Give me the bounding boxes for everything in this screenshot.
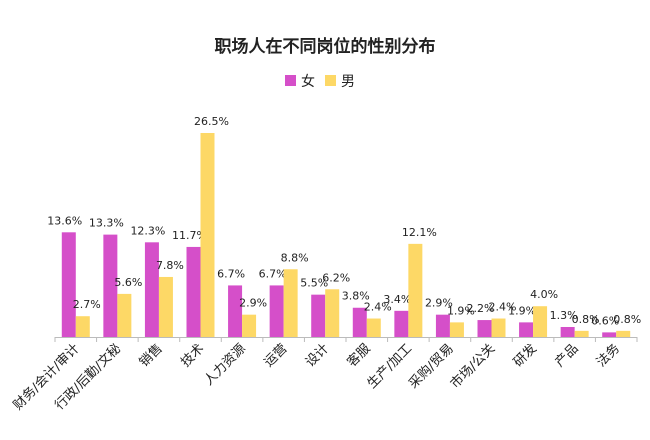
x-tick-label: 运营 — [261, 341, 290, 370]
data-label: 0.8% — [613, 313, 641, 326]
data-label: 4.0% — [530, 288, 558, 301]
data-label: 12.3% — [130, 224, 165, 237]
bar-male — [491, 318, 506, 337]
data-label: 2.4% — [364, 301, 392, 314]
x-tick-label: 产品 — [552, 341, 581, 370]
data-label: 7.8% — [156, 259, 184, 272]
data-label: 2.4% — [489, 301, 517, 314]
bar-male — [574, 330, 589, 337]
bar-female — [560, 326, 575, 337]
bar-female — [311, 294, 326, 337]
x-tick-label: 市场/公关 — [447, 341, 498, 392]
data-label: 13.3% — [89, 217, 124, 230]
bar-male — [242, 314, 257, 337]
bar-male — [533, 306, 548, 337]
bar-female — [228, 285, 243, 337]
data-label: 2.2% — [467, 302, 495, 315]
legend: 女 男 — [285, 73, 355, 90]
data-label: 6.7% — [259, 267, 287, 280]
bar-female — [61, 232, 76, 337]
bar-male — [200, 133, 215, 337]
x-tick-label: 客服 — [344, 341, 374, 371]
data-label: 5.5% — [300, 277, 328, 290]
bar-male — [283, 269, 298, 337]
legend-swatch-male — [325, 75, 336, 86]
chart-title: 职场人在不同岗位的性别分布 — [215, 36, 436, 57]
data-label: 2.7% — [73, 298, 101, 311]
bar-male — [158, 276, 173, 337]
legend-label-male: 男 — [341, 74, 355, 90]
plot-area: 13.6%2.7%财务/会计/审计13.3%5.6%行政/后勤/文秘12.3%7… — [10, 115, 641, 413]
data-label: 11.7% — [172, 229, 207, 242]
data-label: 1.9% — [508, 304, 536, 317]
bar-female — [186, 246, 201, 337]
x-tick-label: 法务 — [593, 341, 623, 371]
bar-male — [449, 322, 464, 337]
data-label: 6.7% — [217, 267, 245, 280]
data-label: 1.9% — [447, 304, 475, 317]
bar-male — [325, 289, 340, 337]
bar-male — [408, 243, 423, 337]
bar-female — [602, 332, 617, 337]
x-tick-label: 采购/贸易 — [406, 341, 457, 392]
bar-female — [394, 310, 409, 337]
bar-female — [103, 234, 118, 337]
bar-female — [352, 307, 367, 337]
legend-label-female: 女 — [301, 73, 315, 90]
data-label: 5.6% — [114, 276, 142, 289]
data-label: 26.5% — [194, 115, 229, 128]
bar-female — [144, 242, 159, 337]
x-tick-label: 研发 — [510, 341, 540, 371]
data-label: 1.3% — [550, 309, 578, 322]
x-tick-label: 技术 — [178, 341, 207, 370]
data-label: 3.4% — [383, 293, 411, 306]
bar-male — [366, 318, 381, 337]
data-label: 12.1% — [402, 226, 437, 239]
data-label: 3.8% — [342, 290, 370, 303]
data-label: 2.9% — [425, 297, 453, 310]
x-tick-label: 人力资源 — [202, 341, 249, 388]
x-tick-label: 销售 — [136, 341, 166, 371]
x-tick-label: 设计 — [303, 341, 332, 370]
x-tick-label: 生产/加工 — [365, 341, 415, 391]
bar-male — [75, 316, 90, 337]
bar-female — [519, 322, 534, 337]
data-label: 0.6% — [591, 314, 619, 327]
bar-male — [616, 330, 631, 337]
data-label: 8.8% — [281, 251, 309, 264]
legend-swatch-female — [285, 75, 296, 86]
data-label: 2.9% — [239, 297, 267, 310]
bar-female — [435, 314, 450, 337]
bar-female — [477, 320, 492, 337]
bar-male — [117, 293, 132, 337]
data-label: 13.6% — [47, 214, 82, 227]
data-label: 6.2% — [322, 271, 350, 284]
data-label: 0.8% — [572, 313, 600, 326]
bar-female — [269, 285, 284, 337]
